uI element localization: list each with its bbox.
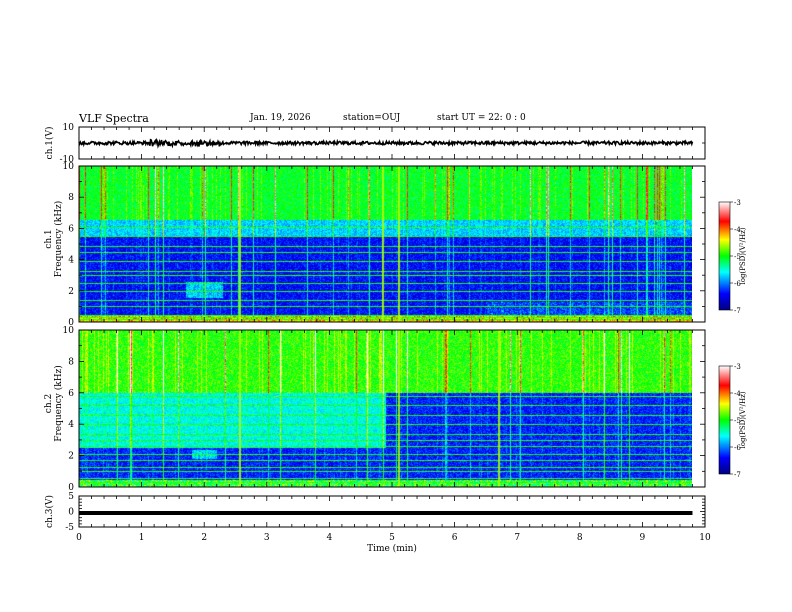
x-tick-label: 1 [139,533,145,543]
ch3-y-tick-label: -5 [65,523,74,533]
colorbar-tick-label: -4 [734,226,741,234]
ch1-waveform-line [78,137,694,149]
x-tick-label: 6 [452,533,458,543]
ch2-spec-y-tick-label: 6 [68,389,74,399]
ch2-spec-y-tick-label: 10 [63,326,75,336]
date-label: Jan. 19, 2026 [250,113,311,123]
colorbar-tick-label: -6 [734,280,741,288]
colorbar-label: log(PSD)(V²/Hz) [739,391,747,448]
ch2-spectrogram-ylabel: ch.2Frequency (kHz) [44,365,64,442]
colorbar-tick-label: -7 [734,471,741,479]
x-tick-label: 8 [577,533,583,543]
x-tick-label: 4 [327,533,333,543]
ch1-spec-y-tick-label: 2 [68,287,74,297]
ch1-spec-y-tick-label: 4 [68,256,74,266]
ch1-spec-y-tick-label: 10 [63,162,75,172]
x-tick-label: 2 [201,533,207,543]
ch3-y-tick-label: 5 [68,492,74,502]
colorbar-tick-label: -6 [734,444,741,452]
ch2-spec-y-tick-label: 8 [68,357,74,367]
start-time-label: start UT = 22: 0 : 0 [437,113,526,123]
ch1-y-tick-label: -10 [60,155,75,165]
colorbar-label: log(PSD)(V²/Hz) [739,227,747,284]
x-tick-label: 0 [76,533,82,543]
station-label: station=OUJ [343,113,401,123]
x-tick-label: 5 [389,533,395,543]
colorbar-tick-label: -4 [734,390,741,398]
colorbar-tick-label: -3 [734,363,741,371]
ch1-waveform-ylabel: ch.1(V) [44,127,55,160]
x-tick-label: 3 [264,533,270,543]
ch2-spec-y-tick-label: 4 [68,420,74,430]
x-tick-label: 7 [514,533,520,543]
ch1-y-tick-label: 10 [63,123,75,133]
ch1-spectrogram-ylabel: ch.1Frequency (kHz) [44,201,64,278]
ch2-spec-y-tick-label: 0 [68,483,74,493]
ch1-spec-y-tick-label: 6 [68,224,74,234]
x-tick-label: 9 [640,533,646,543]
colorbar-tick-label: -5 [734,253,741,261]
ch3-y-tick-label: 0 [68,508,74,518]
x-tick-label: 10 [699,533,711,543]
ch3-waveform-ylabel: ch.3(V) [44,495,55,528]
colorbar-tick-label: -7 [734,307,741,315]
ch1-spectrogram-image [79,166,692,322]
figure-title: VLF Spectra [79,112,149,125]
colorbar-tick-label: -5 [734,417,741,425]
x-axis-label: Time (min) [367,543,417,554]
ch1-spec-y-tick-label: 0 [68,318,74,328]
colorbar-1 [718,201,731,311]
colorbar-tick-label: -3 [734,199,741,207]
ch1-spec-y-tick-label: 8 [68,193,74,203]
colorbar-2 [718,365,731,475]
ch2-spec-y-tick-label: 2 [68,452,74,462]
ch2-spectrogram-image [79,330,692,487]
